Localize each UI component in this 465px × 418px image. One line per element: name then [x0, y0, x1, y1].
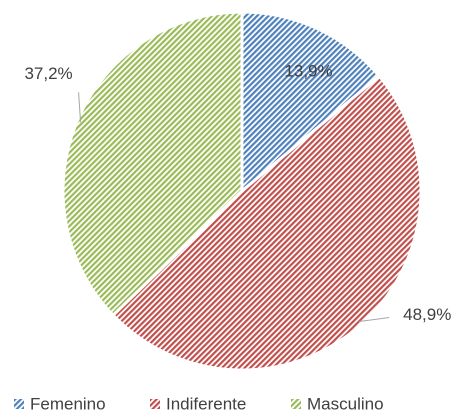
legend-swatch	[150, 399, 160, 409]
pie-slice	[110, 73, 423, 372]
data-label: 13,9%	[284, 62, 332, 81]
legend-label: Indiferente	[166, 394, 246, 413]
leader-line	[78, 92, 82, 123]
legend-swatch	[14, 399, 24, 409]
data-label: 37,2%	[24, 64, 72, 83]
pie-slice	[61, 10, 244, 318]
legend-label: Femenino	[30, 394, 106, 413]
pie-slice	[240, 10, 382, 195]
legend-swatch	[291, 399, 301, 409]
legend-label: Masculino	[307, 394, 384, 413]
leader-line	[359, 316, 390, 322]
data-label: 48,9%	[403, 305, 451, 324]
